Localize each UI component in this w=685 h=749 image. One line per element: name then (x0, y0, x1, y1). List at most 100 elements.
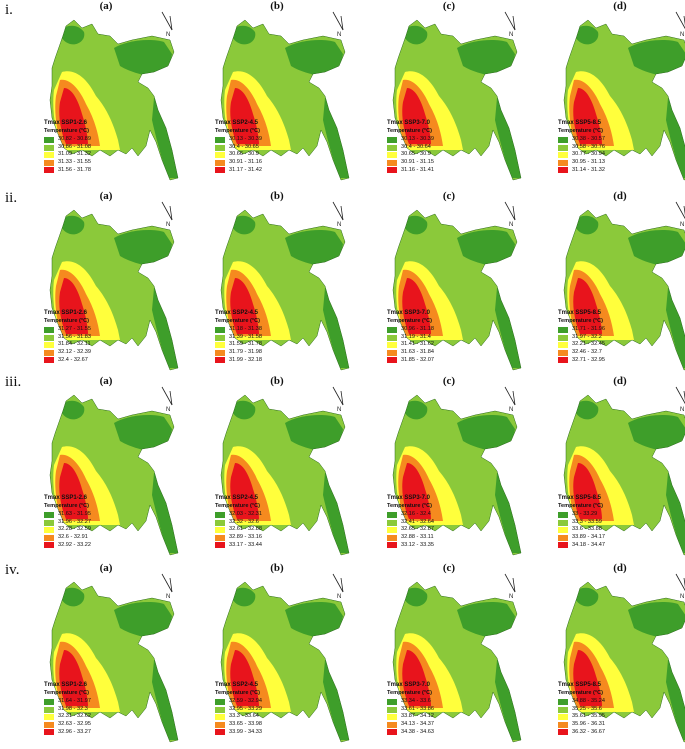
zone-red (402, 278, 431, 334)
country-outline (220, 394, 350, 556)
zone-dark-green-north (403, 587, 428, 607)
bangladesh-map: N (563, 573, 685, 743)
bangladesh-map: N (220, 386, 350, 556)
north-arrow-icon: N (161, 386, 173, 413)
legend-item: 31.63 - 31.84 (387, 349, 434, 357)
legend-swatch (215, 136, 225, 143)
bangladesh-map: N (220, 11, 350, 181)
north-label: N (166, 222, 170, 228)
legend-swatch (44, 357, 54, 364)
legend-item: 32.41 - 32.64 (387, 519, 434, 527)
country-outline (392, 209, 522, 371)
north-arrow-icon: N (504, 386, 516, 413)
panel-letter: (b) (270, 0, 284, 12)
legend-label: 32.03 - 32.31 (229, 511, 262, 518)
zone-dark-green-southeast (152, 288, 178, 368)
panel-letter: (d) (613, 562, 627, 574)
legend-item: 32.88 - 33.11 (387, 534, 434, 542)
legend: Tmax SSP1-2.6 Temperature (°C) 31.27 - 3… (44, 310, 91, 364)
zone-red (573, 278, 602, 334)
legend-title: Tmax SSP1-2.6 (44, 310, 88, 316)
legend-item: 32.63 - 32.95 (44, 721, 91, 729)
zone-red (59, 650, 88, 706)
legend-title: Tmax SSP2-4.5 (215, 120, 259, 126)
legend: Tmax SSP3-7.0 Temperature (°C) 30.96 - 3… (387, 310, 434, 364)
legend-item: 33.3 - 33.64 (215, 713, 262, 721)
legend-label: 31.33 - 31.55 (58, 158, 91, 165)
panel-letter: (c) (442, 0, 456, 12)
legend-item: 31.99 - 32.18 (215, 357, 262, 365)
legend: Tmax SSP5-8.5 Temperature (°C) 34.88 - 3… (558, 682, 605, 736)
legend-label: 32.61 - 32.88 (229, 526, 262, 533)
legend-item: 34.13 - 34.37 (387, 721, 434, 729)
legend-item: 31.63 - 31.95 (44, 511, 91, 519)
legend-label: 34.18 - 34.47 (572, 541, 605, 548)
zone-dark-green-northeast (628, 602, 685, 638)
legend-item: 32.71 - 32.95 (558, 357, 605, 365)
row-label: i. (5, 2, 13, 18)
north-label: N (509, 222, 513, 228)
legend-item: 33.65 - 33.98 (215, 721, 262, 729)
legend-label: 32.63 - 32.95 (58, 720, 91, 727)
map-panel-4-d: (d) N Tmax SSP5-8.5 Temper (536, 562, 685, 747)
zone-dark-green-northeast (457, 415, 515, 451)
legend-item: 35.25 - 35.6 (558, 706, 605, 714)
legend-swatch (44, 349, 54, 356)
map-panel-2-a: (a) N Tmax SSP1-2.6 Temper (22, 190, 190, 375)
legend-label: 32.32 - 32.6 (229, 518, 259, 525)
legend-title: Tmax SSP2-4.5 (215, 495, 259, 501)
country-outline (563, 19, 685, 181)
panel-letter: (a) (99, 0, 113, 12)
legend-item: 31.27 - 31.55 (44, 326, 91, 334)
legend-label: 31.59 - 31.78 (229, 341, 262, 348)
north-arrow-icon: N (675, 386, 685, 413)
zone-dark-green-northeast (628, 230, 685, 266)
north-arrow-icon: N (675, 11, 685, 38)
zone-dark-green-northeast (457, 40, 515, 76)
legend-label: 32.28 - 32.59 (58, 526, 91, 533)
country-outline (392, 19, 522, 181)
legend-item: 30.66 - 30.9 (215, 151, 262, 159)
map-panel-1-d: (d) N Tmax SSP5-8.5 Temper (536, 0, 685, 185)
legend-swatch (387, 334, 397, 341)
legend-label: 32.46 - 32.7 (572, 348, 602, 355)
legend-item: 31.71 - 31.96 (558, 326, 605, 334)
legend-item: 32.65 - 32.87 (387, 526, 434, 534)
north-arrow-icon: N (504, 11, 516, 38)
bangladesh-map: N (49, 11, 179, 181)
north-label: N (680, 222, 684, 228)
zone-red (230, 88, 259, 144)
legend-swatch (44, 152, 54, 159)
zone-dark-green-north (574, 587, 599, 607)
country-outline (392, 581, 522, 743)
legend-swatch (558, 519, 568, 526)
row-label: ii. (5, 190, 18, 206)
legend-title: Tmax SSP5-8.5 (558, 120, 602, 126)
legend-swatch (558, 152, 568, 159)
legend-swatch (215, 326, 225, 333)
legend-swatch (44, 144, 54, 151)
legend-swatch (215, 357, 225, 364)
legend-label: 33.6 - 33.88 (572, 526, 602, 533)
legend-swatch (387, 542, 397, 549)
legend-swatch (387, 357, 397, 364)
legend-item: 31.39 - 31.58 (215, 334, 262, 342)
legend-item: 34.18 - 34.47 (558, 542, 605, 550)
zone-dark-green-northeast (114, 415, 172, 451)
legend-swatch (44, 167, 54, 174)
legend-label: 31.97 - 32.2 (572, 333, 602, 340)
legend: Tmax SSP2-4.5 Temperature (°C) 30.13 - 3… (215, 120, 262, 174)
legend-swatch (558, 136, 568, 143)
legend-label: 33.61 - 33.86 (401, 705, 434, 712)
legend-swatch (387, 152, 397, 159)
legend-subtitle: Temperature (°C) (215, 317, 261, 324)
legend-swatch (558, 698, 568, 705)
zone-red (573, 88, 602, 144)
zone-dark-green-north (574, 25, 599, 45)
legend-subtitle: Temperature (°C) (558, 127, 604, 134)
legend: Tmax SSP2-4.5 Temperature (°C) 32.03 - 3… (215, 495, 262, 549)
legend-item: 34.88 - 35.24 (558, 698, 605, 706)
zone-dark-green-north (231, 587, 256, 607)
legend-item: 31.16 - 31.41 (387, 167, 434, 175)
legend-label: 32.92 - 33.22 (58, 541, 91, 548)
